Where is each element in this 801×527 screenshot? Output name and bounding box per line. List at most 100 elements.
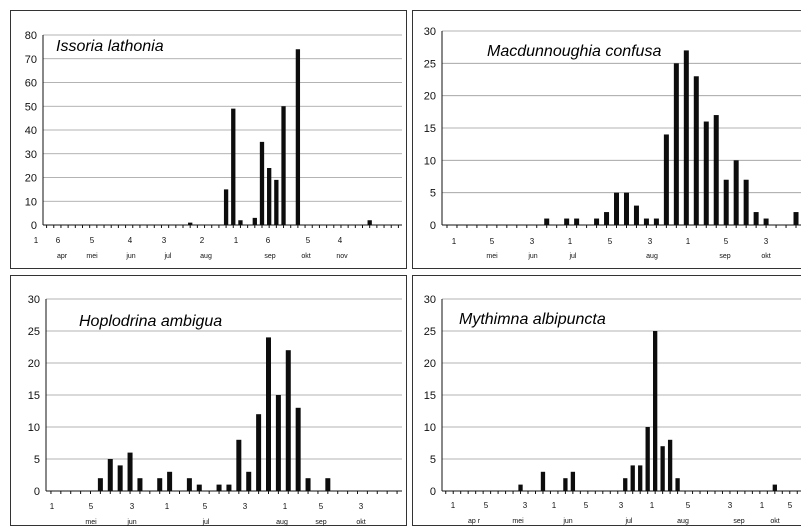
bar xyxy=(772,484,777,491)
month-label: jul xyxy=(624,518,632,525)
x-tick-label: 1 xyxy=(234,236,239,245)
bar xyxy=(793,212,799,225)
bar xyxy=(693,76,699,226)
month-label: mei xyxy=(486,253,498,260)
bar xyxy=(623,192,629,225)
bar xyxy=(157,478,163,491)
bar xyxy=(188,222,193,225)
bar xyxy=(186,478,192,491)
bar xyxy=(246,471,252,491)
chart-title: Mythimna albipuncta xyxy=(459,311,606,328)
month-label: aug xyxy=(276,519,288,526)
month-label: aug xyxy=(677,518,689,525)
bar xyxy=(117,465,123,491)
x-tick-label: 3 xyxy=(243,502,248,511)
y-tick-label: 0 xyxy=(34,486,40,498)
x-tick-label: 3 xyxy=(130,502,135,511)
month-label: jun xyxy=(562,518,572,525)
bar xyxy=(216,484,222,491)
x-tick-label: 1 xyxy=(552,501,557,510)
x-tick-label: 2 xyxy=(200,236,205,245)
y-tick-label: 60 xyxy=(25,78,37,90)
bar xyxy=(238,220,243,225)
x-tick-label: 5 xyxy=(608,237,613,246)
bar xyxy=(683,50,689,226)
bar xyxy=(544,218,550,225)
bar xyxy=(325,478,331,491)
y-tick-label: 0 xyxy=(430,220,436,232)
y-tick-label: 70 xyxy=(25,54,37,66)
month-label: jun xyxy=(125,253,135,260)
x-tick-label: 3 xyxy=(764,237,769,246)
bar xyxy=(673,63,679,226)
y-tick-label: 0 xyxy=(31,220,37,232)
bar xyxy=(275,395,281,491)
x-tick-label: 6 xyxy=(266,236,271,245)
x-tick-label: 5 xyxy=(490,237,495,246)
bar xyxy=(107,459,113,491)
x-tick-label: 5 xyxy=(788,501,793,510)
bar xyxy=(97,478,103,491)
bar xyxy=(223,189,229,225)
bar xyxy=(518,484,523,491)
bar xyxy=(643,218,649,225)
y-tick-label: 40 xyxy=(25,125,37,137)
x-tick-label: 5 xyxy=(319,502,324,511)
month-label: jun xyxy=(126,519,136,526)
bar xyxy=(630,465,635,491)
y-tick-label: 30 xyxy=(25,149,37,161)
x-tick-label: 3 xyxy=(619,501,624,510)
month-label: mei xyxy=(85,519,97,526)
bar xyxy=(645,427,650,491)
month-label: ap r xyxy=(468,518,481,525)
x-tick-label: 3 xyxy=(530,237,535,246)
chart-title: Macdunnoughia confusa xyxy=(487,43,661,60)
bar xyxy=(196,484,202,491)
bar xyxy=(623,478,628,491)
x-tick-label: 5 xyxy=(724,237,729,246)
month-label: sep xyxy=(315,519,326,526)
x-tick-label: 1 xyxy=(568,237,573,246)
bar xyxy=(226,484,232,491)
x-tick-label: 1 xyxy=(760,501,765,510)
bar xyxy=(127,452,133,491)
month-label: jul xyxy=(568,253,576,260)
bar xyxy=(367,220,372,225)
bar xyxy=(703,121,709,225)
bar xyxy=(638,465,643,491)
bar xyxy=(570,471,576,491)
month-label: okt xyxy=(356,519,365,526)
bar xyxy=(137,478,143,491)
bar xyxy=(574,218,580,225)
x-tick-label: 5 xyxy=(484,501,489,510)
chart-frame xyxy=(412,275,801,526)
month-label: jul xyxy=(163,253,171,260)
y-tick-label: 10 xyxy=(28,422,40,434)
month-label: aug xyxy=(200,253,212,260)
bar xyxy=(295,407,301,491)
chart-issoria-lathonia: 0 10 20 30 40 50 60 70 80 1 6 5 4 3 2 1 6 5 4 apr mei jun jul a… xyxy=(10,10,407,270)
y-tick-label: 15 xyxy=(424,390,436,402)
bar xyxy=(256,414,262,491)
month-label: okt xyxy=(301,253,310,260)
y-tick-label: 30 xyxy=(28,294,40,306)
month-label: aug xyxy=(646,253,658,260)
x-tick-label: 5 xyxy=(584,501,589,510)
y-tick-label: 25 xyxy=(424,58,436,70)
x-tick-label: 5 xyxy=(306,236,311,245)
y-tick-label: 20 xyxy=(424,358,436,370)
month-label: jul xyxy=(201,519,209,526)
y-tick-label: 10 xyxy=(424,422,436,434)
y-tick-label: 25 xyxy=(28,326,40,338)
x-tick-label: 3 xyxy=(523,501,528,510)
chart-macdunnoughia-confusa: 0 5 10 15 20 25 30 1 5 3 1 5 3 1 5 3 mei jun jul aug sep okt M… xyxy=(412,10,801,270)
y-tick-label: 0 xyxy=(430,486,436,498)
x-tick-label: 5 xyxy=(90,236,95,245)
y-tick-label: 10 xyxy=(25,196,37,208)
bar xyxy=(723,179,729,225)
bar xyxy=(281,106,286,225)
y-tick-label: 15 xyxy=(424,123,436,135)
x-tick-label: 1 xyxy=(686,237,691,246)
y-tick-label: 80 xyxy=(25,30,37,42)
